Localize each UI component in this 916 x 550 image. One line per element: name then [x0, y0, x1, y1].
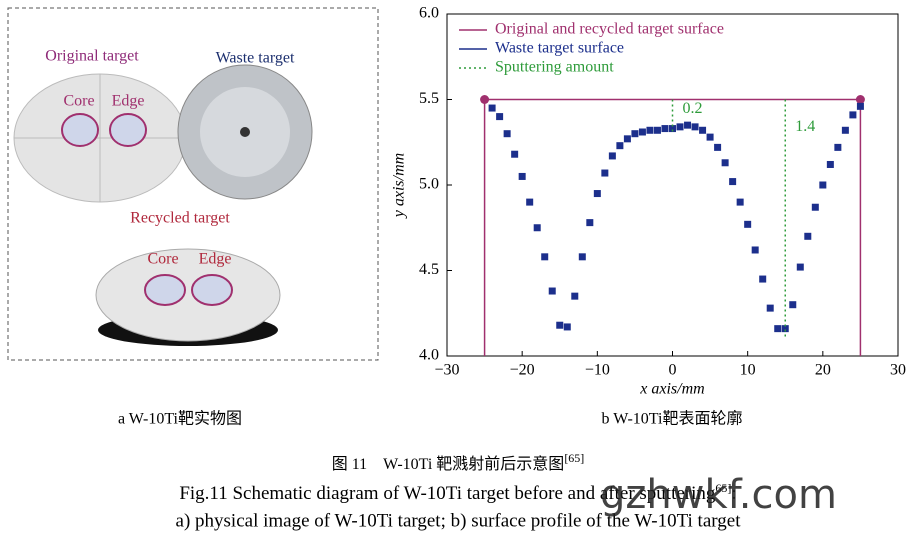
y-tick-label: 6.0 — [419, 5, 439, 22]
point — [533, 224, 541, 232]
point — [841, 126, 849, 134]
y-tick-label: 5.5 — [419, 90, 439, 107]
x-axis-label: x axis/mm — [639, 381, 704, 398]
point — [548, 287, 556, 295]
legend-label: Waste target surface — [495, 40, 624, 57]
caption: a) physical image of W-10Ti target; b) s… — [176, 510, 742, 531]
point — [608, 152, 616, 160]
point — [691, 123, 699, 131]
label: Original target — [45, 48, 139, 65]
y-tick-label: 4.5 — [419, 261, 439, 278]
point — [518, 172, 526, 180]
point — [721, 159, 729, 167]
point — [789, 301, 797, 309]
point — [593, 190, 601, 198]
point — [819, 181, 827, 189]
point — [631, 130, 639, 138]
point — [601, 169, 609, 177]
end-marker — [480, 95, 490, 104]
label: Recycled target — [130, 210, 230, 227]
point — [736, 198, 744, 206]
x-tick-label: 30 — [890, 362, 906, 379]
point — [541, 253, 549, 261]
point — [503, 130, 511, 138]
point — [661, 125, 669, 133]
point — [676, 123, 684, 131]
line — [483, 98, 862, 356]
point — [804, 232, 812, 240]
point — [586, 219, 594, 227]
point — [849, 111, 857, 119]
data-label: 1.4 — [795, 118, 815, 135]
point — [706, 133, 714, 141]
point — [714, 143, 722, 151]
edge-circle — [109, 113, 147, 147]
x-tick-label: 20 — [815, 362, 831, 379]
y-axis-label: y axis/mm — [391, 153, 408, 219]
caption: a W-10Ti靶实物图 — [118, 410, 242, 428]
point — [856, 102, 864, 110]
point — [684, 121, 692, 129]
label: Edge — [112, 93, 145, 110]
point — [729, 178, 737, 186]
point — [826, 160, 834, 168]
point — [511, 150, 519, 158]
point — [781, 325, 789, 333]
x-tick-label: 10 — [740, 362, 756, 379]
point — [834, 143, 842, 151]
point — [653, 126, 661, 134]
edge-circle — [191, 274, 233, 306]
point — [699, 126, 707, 134]
legend-label: Original and recycled target surface — [495, 21, 724, 38]
x-tick-label: −10 — [585, 362, 610, 379]
y-tick-label: 4.0 — [419, 347, 439, 364]
point — [623, 135, 631, 143]
x-tick-label: −30 — [434, 362, 459, 379]
recycled-photo — [95, 248, 281, 342]
point — [638, 128, 646, 136]
point — [744, 220, 752, 228]
y-tick-label: 5.0 — [419, 176, 439, 193]
waste-hole — [240, 127, 250, 137]
core-circle — [144, 274, 186, 306]
x-tick-label: 0 — [669, 362, 677, 379]
watermark: gzhwkf.com — [600, 472, 837, 518]
point — [811, 203, 819, 211]
point — [669, 125, 676, 133]
label: Edge — [199, 251, 232, 268]
point — [751, 246, 759, 254]
point — [488, 104, 496, 112]
point — [766, 304, 774, 312]
caption: b W-10Ti靶表面轮廓 — [602, 410, 743, 428]
label: Waste target — [216, 50, 295, 67]
label: Core — [63, 93, 94, 110]
point — [571, 292, 579, 300]
label: Core — [147, 251, 178, 268]
point — [563, 323, 571, 331]
point — [526, 198, 534, 206]
end-marker — [855, 95, 865, 104]
core-circle — [61, 113, 99, 147]
caption: 图 11 W-10Ti 靶溅射前后示意图[65] — [332, 451, 585, 473]
point — [616, 142, 624, 150]
x-tick-label: −20 — [510, 362, 535, 379]
caption: Fig.11 Schematic diagram of W-10Ti targe… — [179, 481, 736, 505]
point — [796, 263, 804, 271]
point — [556, 321, 564, 329]
data-label: 0.2 — [683, 100, 703, 117]
point — [759, 275, 767, 283]
point — [646, 126, 654, 134]
point — [496, 113, 504, 121]
point — [578, 253, 586, 261]
panel-border — [7, 7, 379, 361]
point — [774, 325, 782, 333]
legend-label: Sputtering amount — [495, 59, 614, 76]
